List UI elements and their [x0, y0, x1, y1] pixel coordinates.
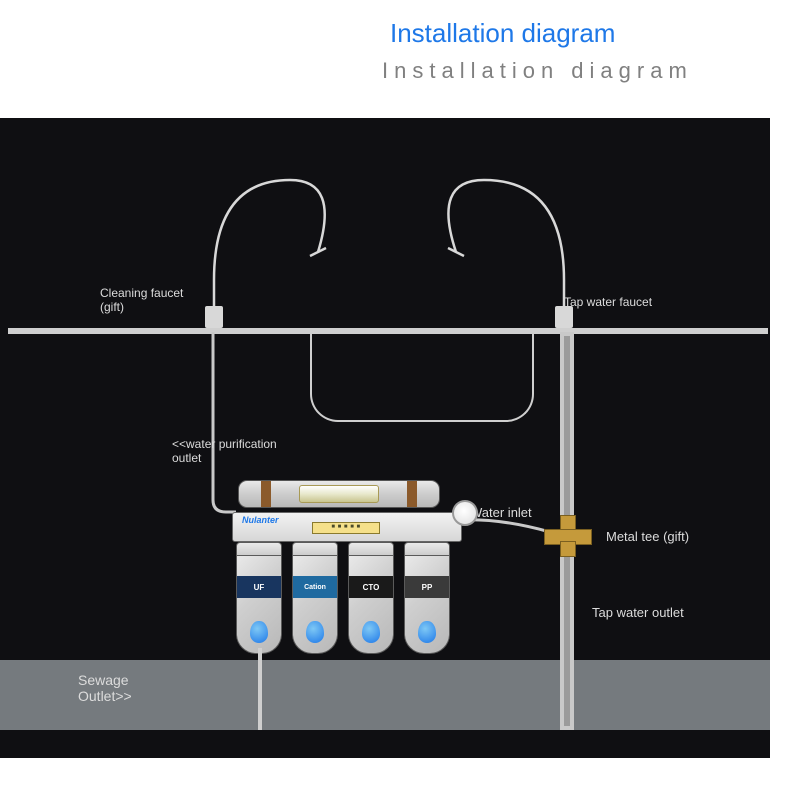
cartridge-cation: Cation: [292, 542, 338, 654]
diagram-stage: Installation diagram Installation diagra…: [0, 0, 800, 800]
sewage-tube: [258, 648, 262, 730]
cartridge-uf: UF: [236, 542, 282, 654]
water-drop-icon: [306, 621, 324, 643]
cartridge-label: Cation: [293, 576, 337, 598]
water-drop-icon: [362, 621, 380, 643]
cartridge-label: UF: [237, 576, 281, 598]
water-drop-icon: [250, 621, 268, 643]
cartridge-label: PP: [405, 576, 449, 598]
membrane-cartridge: [238, 480, 440, 508]
water-drop-icon: [418, 621, 436, 643]
brand-text: Nulanter: [242, 515, 279, 525]
cartridge-label: CTO: [349, 576, 393, 598]
pressure-gauge-icon: [452, 500, 478, 526]
label-sewage-outlet: Sewage Outlet>>: [78, 672, 132, 704]
cartridge-pp: PP: [404, 542, 450, 654]
cartridge-cto: CTO: [348, 542, 394, 654]
manifold-badge: ■ ■ ■ ■ ■: [312, 522, 380, 534]
